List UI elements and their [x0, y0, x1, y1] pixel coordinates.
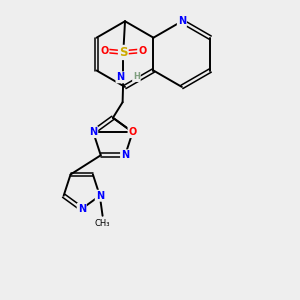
Text: S: S: [119, 46, 128, 59]
Text: N: N: [121, 150, 129, 160]
Text: N: N: [96, 191, 104, 201]
Text: O: O: [100, 46, 108, 56]
Text: N: N: [78, 204, 86, 214]
Text: CH₃: CH₃: [95, 218, 110, 227]
Text: H: H: [133, 72, 140, 81]
Text: N: N: [116, 72, 124, 82]
Text: N: N: [89, 127, 97, 137]
Text: O: O: [138, 46, 146, 56]
Text: O: O: [128, 127, 137, 137]
Text: N: N: [178, 16, 186, 26]
